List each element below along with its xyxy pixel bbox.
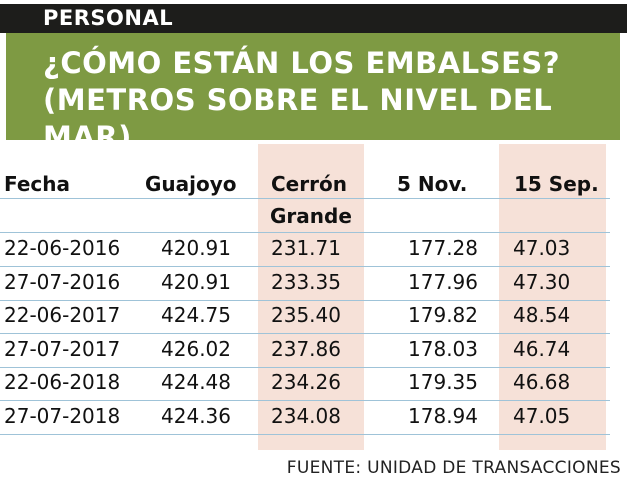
table-cell: 177.28	[408, 236, 478, 260]
15-sep-column-highlight	[499, 144, 606, 450]
table-cell: 27-07-2018	[4, 403, 121, 428]
table-cell: 179.82	[408, 303, 478, 327]
header-cerron-grande-line2: Grande	[270, 204, 352, 228]
table-cell: 22-06-2016	[4, 236, 121, 260]
table-cell: 47.05	[513, 403, 571, 428]
table-cell: 231.71	[271, 236, 341, 260]
table-cell: 179.35	[408, 370, 478, 394]
header-guajoyo: Guajoyo	[145, 172, 237, 196]
header-5-nov: 5 Nov.	[397, 172, 468, 196]
source-note: FUENTE: UNIDAD DE TRANSACCIONES	[286, 458, 621, 478]
table-cell: 177.96	[408, 269, 478, 294]
table-cell: 46.68	[513, 370, 571, 394]
table-cell: 233.35	[271, 269, 341, 294]
table-cell: 424.36	[161, 403, 231, 428]
title-banner: ¿CÓMO ESTÁN LOS EMBALSES? (METROS SOBRE …	[6, 33, 620, 154]
row-rule	[0, 299, 610, 301]
table-cell: 234.26	[271, 370, 341, 394]
table-cell: 48.54	[513, 303, 571, 327]
table-cell: 235.40	[271, 303, 341, 327]
header-bottom-rule	[0, 232, 610, 233]
table-cell: 426.02	[161, 336, 231, 361]
table-cell: 424.48	[161, 370, 231, 394]
header-rule	[0, 198, 610, 199]
table-cell: 178.94	[408, 403, 478, 428]
row-rule	[0, 400, 610, 401]
header-15-sep: 15 Sep.	[514, 172, 599, 196]
section-tag-bar: PERSONAL	[0, 4, 627, 33]
row-rule	[0, 266, 610, 267]
cerron-grande-column-highlight	[258, 144, 364, 450]
table-cell: 46.74	[513, 336, 571, 361]
table-cell: 237.86	[271, 336, 341, 361]
table-cell: 22-06-2017	[4, 303, 121, 327]
table-cell: 27-07-2016	[4, 269, 121, 294]
header-cerron: Cerrón	[271, 172, 347, 196]
row-rule	[0, 366, 610, 368]
table-cell: 47.03	[513, 236, 571, 260]
table-cell: 178.03	[408, 336, 478, 361]
section-tag-label: PERSONAL	[43, 6, 174, 30]
table-cell: 424.75	[161, 303, 231, 327]
table-cell: 27-07-2017	[4, 336, 121, 361]
row-rule	[0, 333, 610, 334]
table-cell: 47.30	[513, 269, 571, 294]
row-rule	[0, 433, 610, 435]
table-cell: 420.91	[161, 236, 231, 260]
table-cell: 234.08	[271, 403, 341, 428]
table-cell: 420.91	[161, 269, 231, 294]
infographic-title: ¿CÓMO ESTÁN LOS EMBALSES? (METROS SOBRE …	[43, 46, 561, 154]
header-fecha: Fecha	[4, 172, 71, 196]
table-cell: 22-06-2018	[4, 370, 121, 394]
